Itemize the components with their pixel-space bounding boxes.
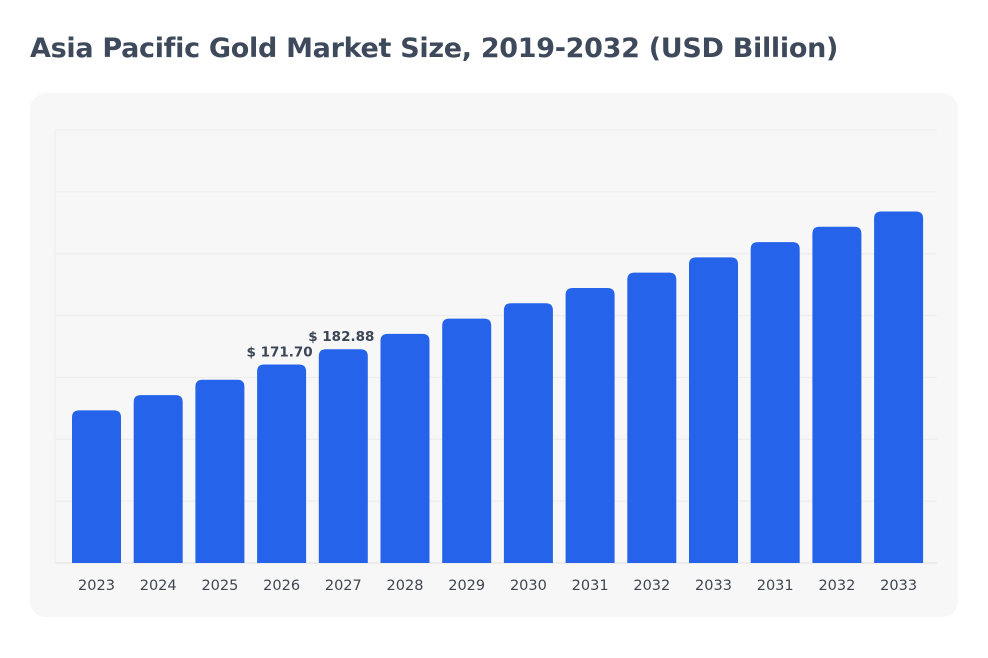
x-tick-label: 2031 (757, 578, 794, 594)
bar-2032 (627, 272, 677, 563)
data-label: $ 171.70 (246, 345, 312, 361)
x-tick-label: 2026 (263, 578, 300, 594)
bar-2029 (442, 318, 492, 563)
bar-2031 (750, 242, 800, 563)
bar-2033 (874, 211, 924, 563)
data-label: $ 182.88 (308, 329, 374, 345)
x-tick-label: 2033 (695, 578, 732, 594)
bar-2030 (503, 303, 553, 563)
bar-2024 (133, 395, 183, 563)
x-tick-label: 2030 (510, 578, 547, 594)
chart-title: Asia Pacific Gold Market Size, 2019-2032… (30, 33, 839, 64)
x-tick-label: 2029 (448, 578, 485, 594)
bar-2032 (812, 226, 862, 563)
x-tick-label: 2032 (818, 578, 855, 594)
x-tick-label: 2024 (140, 578, 177, 594)
bar-2026 (257, 364, 307, 563)
bar-2031 (565, 287, 615, 563)
x-tick-label: 2025 (201, 578, 238, 594)
chart-card (30, 93, 958, 617)
bar-2023 (72, 410, 121, 563)
x-tick-label: 2027 (325, 578, 362, 594)
x-tick-label: 2033 (880, 578, 917, 594)
bar-2028 (380, 333, 430, 563)
x-tick-label: 2032 (633, 578, 670, 594)
bar-2025 (195, 379, 245, 563)
x-tick-label: 2028 (387, 578, 424, 594)
x-tick-label: 2031 (572, 578, 609, 594)
bar-2033 (689, 257, 738, 563)
x-tick-label: 2023 (78, 578, 115, 594)
bar-2027 (318, 349, 368, 563)
